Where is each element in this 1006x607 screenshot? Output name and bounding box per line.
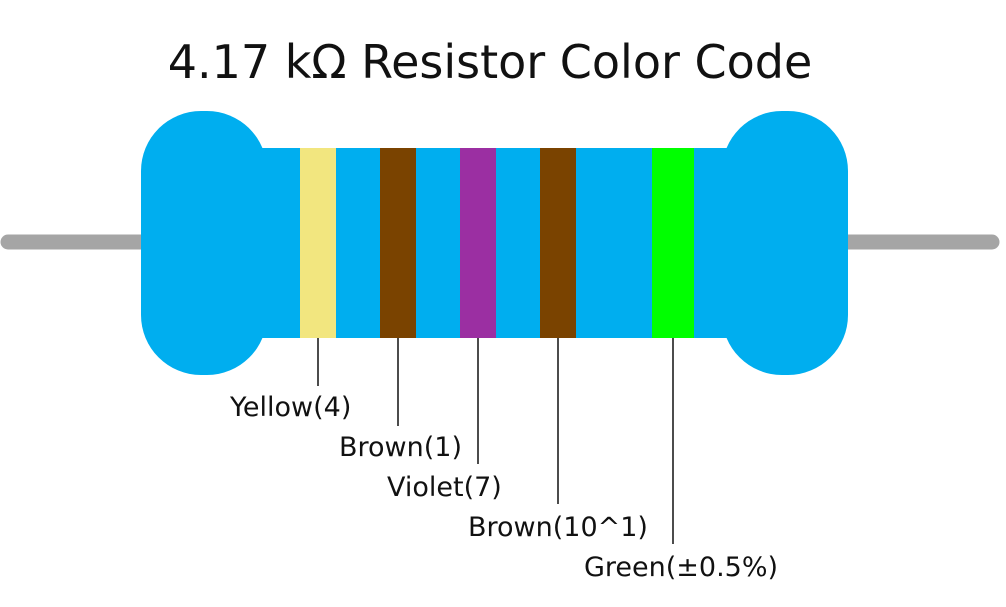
band-label-multiplier: Brown(10^1) [468,512,648,543]
band-green-tolerance [652,148,694,338]
band-label-tolerance: Green(±0.5%) [584,552,778,583]
band-brown-multiplier [540,148,576,338]
page-title: 4.17 kΩ Resistor Color Code [168,35,813,89]
band-label-violet: Violet(7) [387,472,502,503]
band-violet [460,148,496,338]
band-label-yellow: Yellow(4) [229,392,351,423]
band-label-brown: Brown(1) [339,432,462,463]
band-yellow [300,148,336,338]
band-brown [380,148,416,338]
